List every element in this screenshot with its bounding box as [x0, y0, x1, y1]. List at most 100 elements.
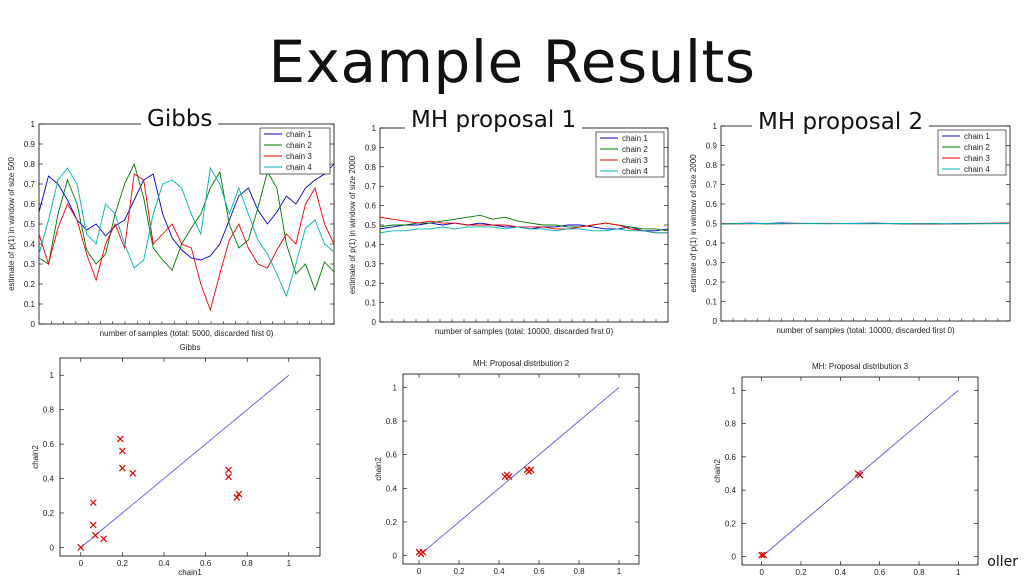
x-axis-label: number of samples (total: 5000, discarde… [100, 329, 274, 338]
legend-entry-label: chain 1 [964, 132, 990, 141]
x-tick-label: 0.4 [835, 568, 847, 576]
y-tick-label: 0.7 [365, 182, 377, 191]
x-tick-label: 0 [79, 559, 84, 568]
y-tick-label: 0.5 [706, 220, 718, 229]
y-tick-label: 0.9 [365, 143, 377, 152]
data-point-marker [89, 521, 97, 529]
y-tick-label: 0.3 [365, 260, 377, 269]
y-tick-label: 0.1 [706, 298, 718, 307]
x-tick-label: 1 [956, 568, 961, 576]
heading-mh-proposal-2: MH proposal 2 [752, 109, 930, 135]
x-tick-label: 0.8 [573, 567, 585, 576]
legend-entry-label: chain 3 [286, 152, 312, 161]
y-tick-label: 0.8 [43, 406, 55, 415]
reference-diagonal-line [418, 387, 620, 556]
y-tick-label: 0.5 [24, 220, 36, 229]
data-point-marker [760, 551, 768, 559]
legend-entry-label: chain 2 [964, 143, 990, 152]
series-line-2 [38, 162, 335, 292]
x-tick-label: 0.2 [795, 568, 807, 576]
heading-mh-proposal-1: MH proposal 1 [405, 107, 583, 133]
x-tick-label: 0.6 [200, 559, 212, 568]
y-tick-label: 0.6 [706, 200, 718, 209]
y-axis-label: estimate of p(1) in window of size 500 [7, 157, 16, 291]
reference-diagonal-line [80, 374, 290, 548]
y-tick-label: 0 [713, 317, 718, 326]
y-tick-label: 0.6 [365, 202, 377, 211]
series-line-1 [38, 163, 335, 261]
footer-text-fragment: oller [987, 554, 1018, 570]
series-line-3 [38, 173, 335, 312]
plot-title: MH: Proposal distribution 2 [473, 359, 570, 368]
y-tick-label: 0.1 [365, 299, 377, 308]
y-tick-label: 1 [393, 383, 398, 392]
heading-gibbs: Gibbs [141, 106, 219, 132]
data-point-marker [89, 499, 97, 507]
legend-entry-label: chain 1 [622, 134, 648, 143]
y-tick-label: 0.6 [725, 453, 737, 462]
x-tick-label: 0.6 [533, 567, 545, 576]
legend-box [259, 127, 331, 175]
data-point-marker [225, 473, 232, 481]
y-tick-label: 1 [372, 124, 377, 133]
y-tick-label: 0.8 [386, 417, 398, 426]
legend-entry-label: chain 4 [286, 163, 312, 172]
y-axis-label: chain2 [713, 459, 722, 483]
x-tick-label: 0.4 [493, 567, 505, 576]
y-tick-label: 0.4 [386, 484, 398, 493]
y-axis-label: chain2 [31, 445, 40, 469]
data-point-marker [225, 466, 232, 474]
y-axis-label: estimate of p(1) in window of size 2000 [689, 154, 698, 293]
y-tick-label: 1 [713, 122, 718, 131]
y-tick-label: 0.2 [43, 509, 55, 518]
y-tick-label: 0 [732, 553, 737, 562]
legend-entry-label: chain 4 [622, 167, 648, 176]
y-tick-label: 0.1 [24, 300, 36, 309]
data-point-marker [758, 551, 766, 559]
x-tick-label: 0.8 [913, 568, 925, 576]
legend-entry-label: chain 2 [286, 141, 312, 150]
y-tick-label: 0.9 [706, 142, 718, 151]
x-tick-label: 0.6 [874, 568, 886, 576]
y-tick-label: 0 [31, 320, 36, 329]
y-tick-label: 0.4 [43, 475, 55, 484]
x-tick-label: 1 [617, 567, 622, 576]
data-point-marker [856, 471, 864, 479]
reference-diagonal-line [761, 389, 959, 558]
series-line-4 [379, 226, 668, 234]
y-tick-label: 0.8 [365, 163, 377, 172]
x-axis-label: number of samples (total: 10000, discard… [435, 327, 614, 336]
y-tick-label: 0.2 [386, 518, 398, 527]
series-line-3 [379, 216, 668, 234]
y-tick-label: 0.4 [706, 239, 718, 248]
slide-title: Example Results [268, 28, 756, 96]
data-point-marker [77, 543, 85, 551]
y-tick-label: 0.8 [725, 420, 737, 429]
plot-title: MH: Proposal distribution 3 [812, 362, 909, 371]
plot-title: Gibbs [180, 343, 201, 352]
y-tick-label: 0.8 [24, 160, 36, 169]
y-tick-label: 0.7 [706, 181, 718, 190]
y-tick-label: 0.9 [24, 140, 36, 149]
legend-entry-label: chain 2 [622, 145, 648, 154]
legend-entry-label: chain 4 [964, 165, 990, 174]
y-tick-label: 0.8 [706, 161, 718, 170]
data-point-marker [129, 469, 137, 477]
data-point-marker [100, 535, 108, 543]
y-tick-label: 0.4 [365, 240, 377, 249]
data-point-marker [419, 548, 427, 556]
x-axis-label: number of samples (total: 10000, discard… [776, 326, 955, 335]
x-tick-label: 0 [759, 568, 764, 576]
y-tick-label: 0.2 [365, 279, 377, 288]
data-point-marker [116, 435, 124, 443]
y-tick-label: 0.6 [24, 200, 36, 209]
y-tick-label: 0.3 [706, 259, 718, 268]
y-tick-label: 0.6 [43, 440, 55, 449]
data-point-marker [233, 494, 241, 501]
y-tick-label: 0.4 [24, 240, 36, 249]
legend-entry-label: chain 3 [964, 154, 990, 163]
y-tick-label: 0.5 [365, 221, 377, 230]
